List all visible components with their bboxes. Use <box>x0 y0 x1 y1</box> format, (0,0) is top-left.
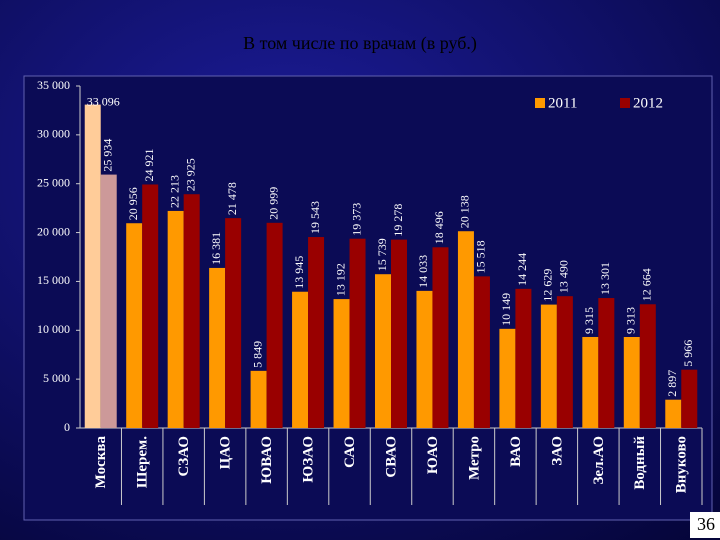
value-label: 20 956 <box>126 187 140 220</box>
x-tick-label: ЮЗАО <box>301 436 317 483</box>
bar <box>266 222 283 428</box>
bar <box>432 247 449 428</box>
value-label: 25 934 <box>100 139 114 172</box>
y-tick-label: 15 000 <box>37 273 70 287</box>
bar <box>142 184 159 428</box>
value-label: 15 739 <box>375 238 389 271</box>
y-tick-label: 30 000 <box>37 127 70 141</box>
value-label: 5 849 <box>250 341 264 368</box>
x-tick-label: Метро <box>466 436 482 480</box>
legend-swatch <box>620 98 630 108</box>
value-label: 12 664 <box>640 268 654 301</box>
value-label: 10 149 <box>499 293 513 326</box>
bar <box>623 336 640 428</box>
x-tick-label: Внуково <box>674 436 690 493</box>
bar <box>416 290 433 428</box>
x-tick-label: СЗАО <box>176 436 192 477</box>
value-label: 13 945 <box>292 256 306 289</box>
value-label: 19 373 <box>349 203 363 236</box>
y-tick-label: 20 000 <box>37 224 70 238</box>
value-label: 9 313 <box>624 307 638 334</box>
value-label: 19 278 <box>391 204 405 237</box>
value-label: 13 301 <box>598 262 612 295</box>
bar <box>84 104 101 428</box>
x-tick-label: Водный <box>632 436 648 490</box>
bar <box>598 298 615 428</box>
x-tick-label: Шерем. <box>135 436 151 488</box>
value-label: 23 925 <box>183 158 197 191</box>
bar <box>681 369 698 428</box>
x-tick-label: Москва <box>93 436 109 489</box>
bar <box>391 239 407 428</box>
value-label: 13 490 <box>557 260 571 293</box>
bar <box>209 267 226 428</box>
value-label: 9 315 <box>582 307 596 334</box>
bar <box>100 174 117 428</box>
bar <box>375 274 391 428</box>
value-label: 16 381 <box>209 232 223 265</box>
bar <box>665 399 682 428</box>
y-tick-label: 35 000 <box>37 78 70 92</box>
bar <box>556 296 573 428</box>
x-tick-label: ЮВАО <box>259 436 275 484</box>
page-number-box <box>690 512 720 538</box>
value-label: 20 999 <box>266 187 280 220</box>
bar <box>349 238 366 428</box>
legend-label: 2012 <box>633 95 663 111</box>
y-tick-label: 25 000 <box>37 175 70 189</box>
x-tick-label: Зел.АО <box>591 436 607 485</box>
value-label: 12 629 <box>541 269 555 302</box>
page-number: 36 <box>697 514 715 534</box>
bar <box>639 304 656 428</box>
bar <box>126 223 143 428</box>
bar <box>515 288 532 428</box>
x-tick-label: ЗАО <box>549 436 565 466</box>
value-label: 20 138 <box>458 195 472 228</box>
value-label: 24 921 <box>142 148 156 181</box>
value-label: 18 496 <box>432 211 446 244</box>
bar <box>473 276 490 428</box>
value-label: 5 966 <box>681 340 695 367</box>
y-tick-label: 10 000 <box>37 322 70 336</box>
y-tick-label: 0 <box>64 420 70 434</box>
value-label: 2 897 <box>665 370 679 397</box>
bar <box>250 370 267 428</box>
chart-title: В том числе по врачам (в руб.) <box>243 33 477 54</box>
bar <box>183 194 200 428</box>
value-label: 21 478 <box>225 182 239 215</box>
bar <box>499 328 516 428</box>
value-label: 14 244 <box>515 253 529 286</box>
bar <box>582 336 599 428</box>
legend-swatch <box>535 98 545 108</box>
x-tick-label: ЦАО <box>218 436 234 469</box>
bar <box>292 291 309 428</box>
x-tick-label: ВАО <box>508 436 524 467</box>
bar <box>540 304 557 428</box>
bar <box>167 210 184 428</box>
value-label: 19 543 <box>308 201 322 234</box>
value-label: 14 033 <box>416 255 430 288</box>
value-label: 13 192 <box>333 263 347 296</box>
x-tick-label: ЮАО <box>425 436 441 474</box>
legend-label: 2011 <box>548 95 577 111</box>
bar <box>225 218 242 428</box>
bar <box>457 231 474 428</box>
value-label: 33 096 <box>87 94 120 108</box>
bar <box>308 237 325 428</box>
bar <box>333 299 350 428</box>
y-tick-label: 5 000 <box>43 371 70 385</box>
x-tick-label: СВАО <box>383 436 399 478</box>
value-label: 15 518 <box>474 240 488 273</box>
value-label: 22 213 <box>167 175 181 208</box>
x-tick-label: САО <box>342 436 358 468</box>
